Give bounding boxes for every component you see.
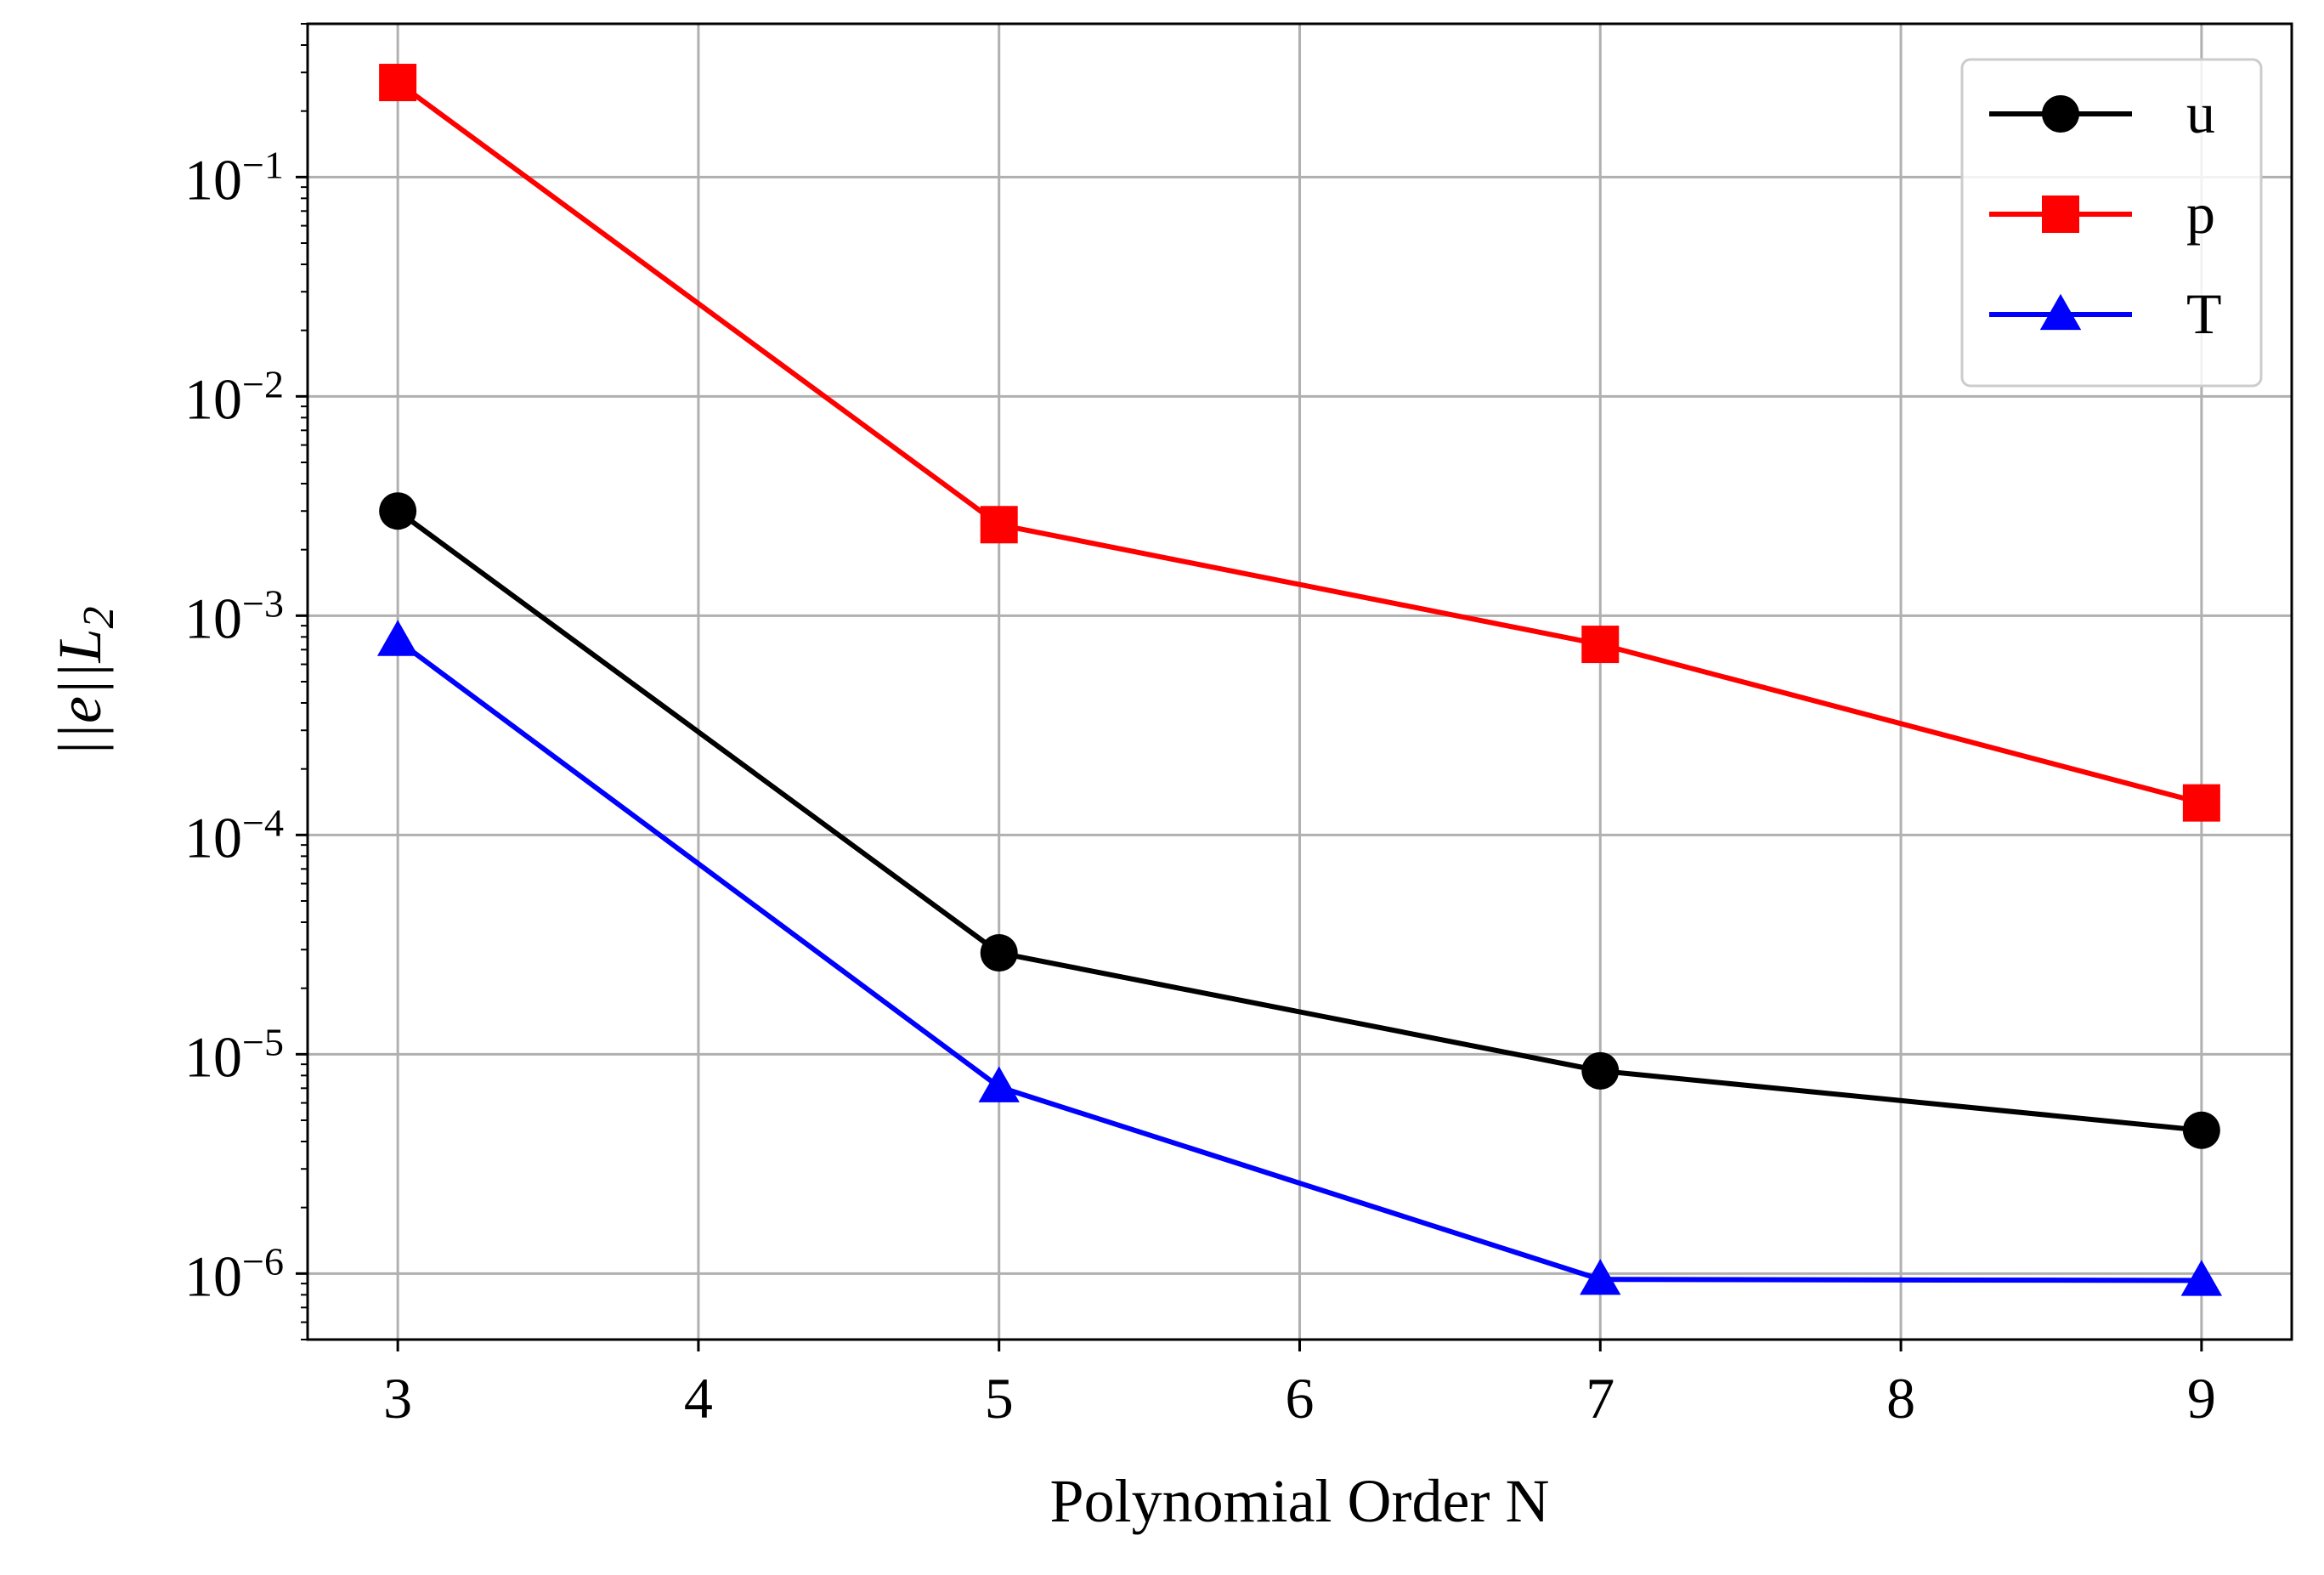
series-T-point [2180,1260,2223,1296]
legend-item-p[interactable]: p [1989,181,2215,246]
series-p-line [396,80,2202,806]
ticks: 3 4 5 6 7 8 9 10−6 10−5 10−4 10−3 10−2 10−1 [184,23,2216,1431]
y-tick-label: 10−2 [184,362,284,432]
legend-swatch-marker [2042,195,2079,233]
series-p-point [1581,626,1620,664]
legend-swatch-marker [2039,293,2082,331]
x-tick-label: 5 [985,1366,1014,1431]
x-tick-label: 6 [1286,1366,1315,1431]
legend[interactable]: upT [1960,58,2263,388]
legend-item-u[interactable]: u [1989,81,2215,145]
x-tick-label: 4 [684,1366,713,1431]
legend-item-T[interactable]: T [1989,281,2222,346]
series-T-point [978,1066,1020,1102]
x-tick-label: 3 [383,1366,412,1431]
series-p-point [980,506,1018,544]
y-tick-label: 10−4 [184,801,284,870]
series-T-line [396,638,2202,1283]
y-tick-label: 10−1 [184,143,284,212]
legend-box [1960,58,2263,388]
series-u [379,492,2220,1149]
svg-text:||e||L2: ||e||L2 [46,606,123,756]
series-u-point [1581,1051,1620,1090]
y-tick-label: 10−3 [184,581,284,651]
x-tick-label: 7 [1586,1366,1614,1431]
series-u-point [980,934,1018,972]
series-T [376,620,2223,1296]
series-p [379,64,2220,822]
series-u-point [379,492,417,530]
series-T-point [376,620,419,656]
grid [308,24,2292,1340]
series-layer [376,64,2223,1296]
series-u-line [396,508,2202,1133]
series-p-point [2182,784,2220,822]
legend-label: p [2186,181,2215,246]
series-T-point [1580,1259,1621,1295]
x-tick-label: 9 [2187,1366,2216,1431]
y-tick-label: 10−6 [184,1239,284,1309]
y-axis-title-subscript: 2 [75,606,123,628]
legend-swatch-marker [2042,95,2079,133]
x-tick-label: 8 [1886,1366,1915,1431]
y-axis-title: ||e||L2 [46,606,123,756]
legend-label: u [2186,81,2215,145]
series-u-point [2182,1111,2220,1149]
legend-label: T [2186,281,2222,346]
y-tick-label: 10−5 [184,1020,284,1090]
series-p-point [379,64,417,102]
y-axis-title-main: ||e||L [46,628,114,756]
x-axis-title: Polynomial Order N [1050,1467,1550,1535]
